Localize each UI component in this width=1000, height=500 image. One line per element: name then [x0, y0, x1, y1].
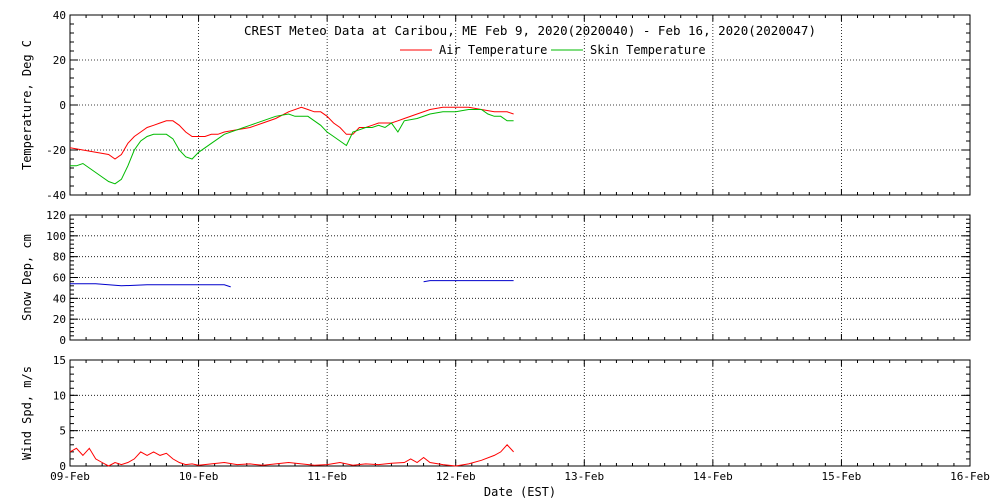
legend-label-air: Air Temperature	[439, 43, 547, 57]
series-line-temperature-1	[70, 109, 514, 185]
chart-title: CREST Meteo Data at Caribou, ME Feb 9, 2…	[244, 23, 816, 38]
x-tick-label: 12-Feb	[436, 470, 476, 483]
y-axis-label-wind: Wind Spd, m/s	[20, 366, 34, 460]
series-line-wind-0	[69, 444, 514, 467]
panel-wind: 0 5 10 15 Wind Spd, m/s	[20, 354, 971, 473]
y-tick-label: 0	[59, 460, 66, 473]
y-tick-label: 0	[59, 99, 66, 112]
y-tick-label: 0	[59, 334, 66, 347]
x-tick-label: 16-Feb	[950, 470, 990, 483]
x-tick-label: 11-Feb	[307, 470, 347, 483]
y-tick-label: 5	[59, 425, 66, 438]
y-tick-label: 40	[53, 292, 66, 305]
series-line-snow-0	[423, 280, 514, 283]
y-tick-label: -40	[46, 189, 66, 202]
x-axis-label: Date (EST)	[484, 485, 556, 499]
x-tick-label: 14-Feb	[693, 470, 733, 483]
y-axis-label-temperature: Temperature, Deg C	[20, 40, 34, 170]
y-tick-label: 120	[46, 209, 66, 222]
y-tick-label: 80	[53, 251, 66, 264]
y-tick-label: -20	[46, 144, 66, 157]
y-tick-label: 20	[53, 54, 66, 67]
y-tick-label: 15	[53, 354, 66, 367]
plot-panels: -40 -20 0 20 40 Temperature, Deg C 0 20 40 60 80 10…	[20, 9, 990, 483]
legend-label-skin: Skin Temperature	[590, 43, 706, 57]
series-line-snow-0	[70, 283, 231, 288]
y-tick-label: 10	[53, 389, 66, 402]
x-tick-label: 09-Feb	[50, 470, 90, 483]
x-tick-label: 10-Feb	[179, 470, 219, 483]
panel-snow: 0 20 40 60 80 100 120 Snow Dep, cm	[20, 209, 971, 347]
panel-temperature: -40 -20 0 20 40 Temperature, Deg C	[20, 9, 971, 202]
x-tick-label: 15-Feb	[822, 470, 862, 483]
y-tick-label: 40	[53, 9, 66, 22]
y-tick-label: 100	[46, 230, 66, 243]
y-axis-label-snow: Snow Dep, cm	[20, 234, 34, 321]
panel-frame-wind	[69, 359, 971, 467]
y-tick-label: 60	[53, 272, 66, 285]
x-tick-label: 13-Feb	[564, 470, 604, 483]
y-tick-label: 20	[53, 313, 66, 326]
legend: Air Temperature Skin Temperature	[400, 43, 706, 57]
